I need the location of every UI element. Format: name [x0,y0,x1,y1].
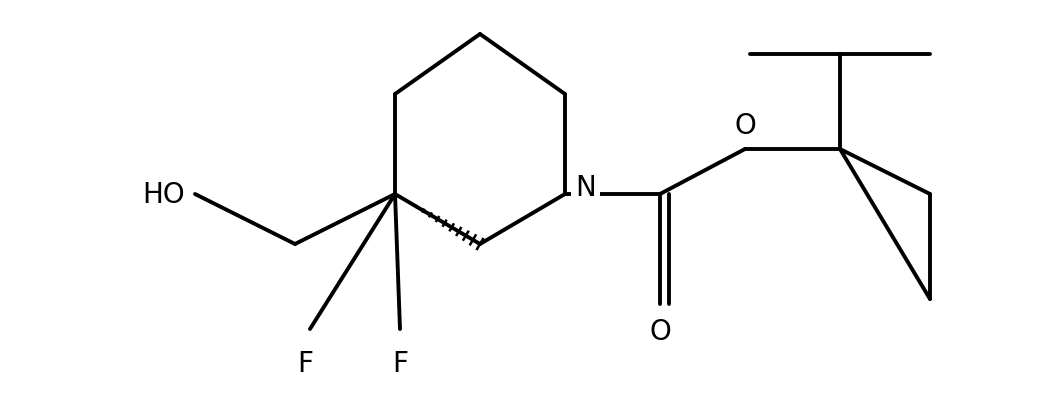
Text: O: O [649,317,671,345]
Text: F: F [392,349,408,377]
Text: HO: HO [142,180,185,209]
Text: F: F [297,349,313,377]
Text: O: O [734,112,756,139]
Text: N: N [575,173,596,202]
